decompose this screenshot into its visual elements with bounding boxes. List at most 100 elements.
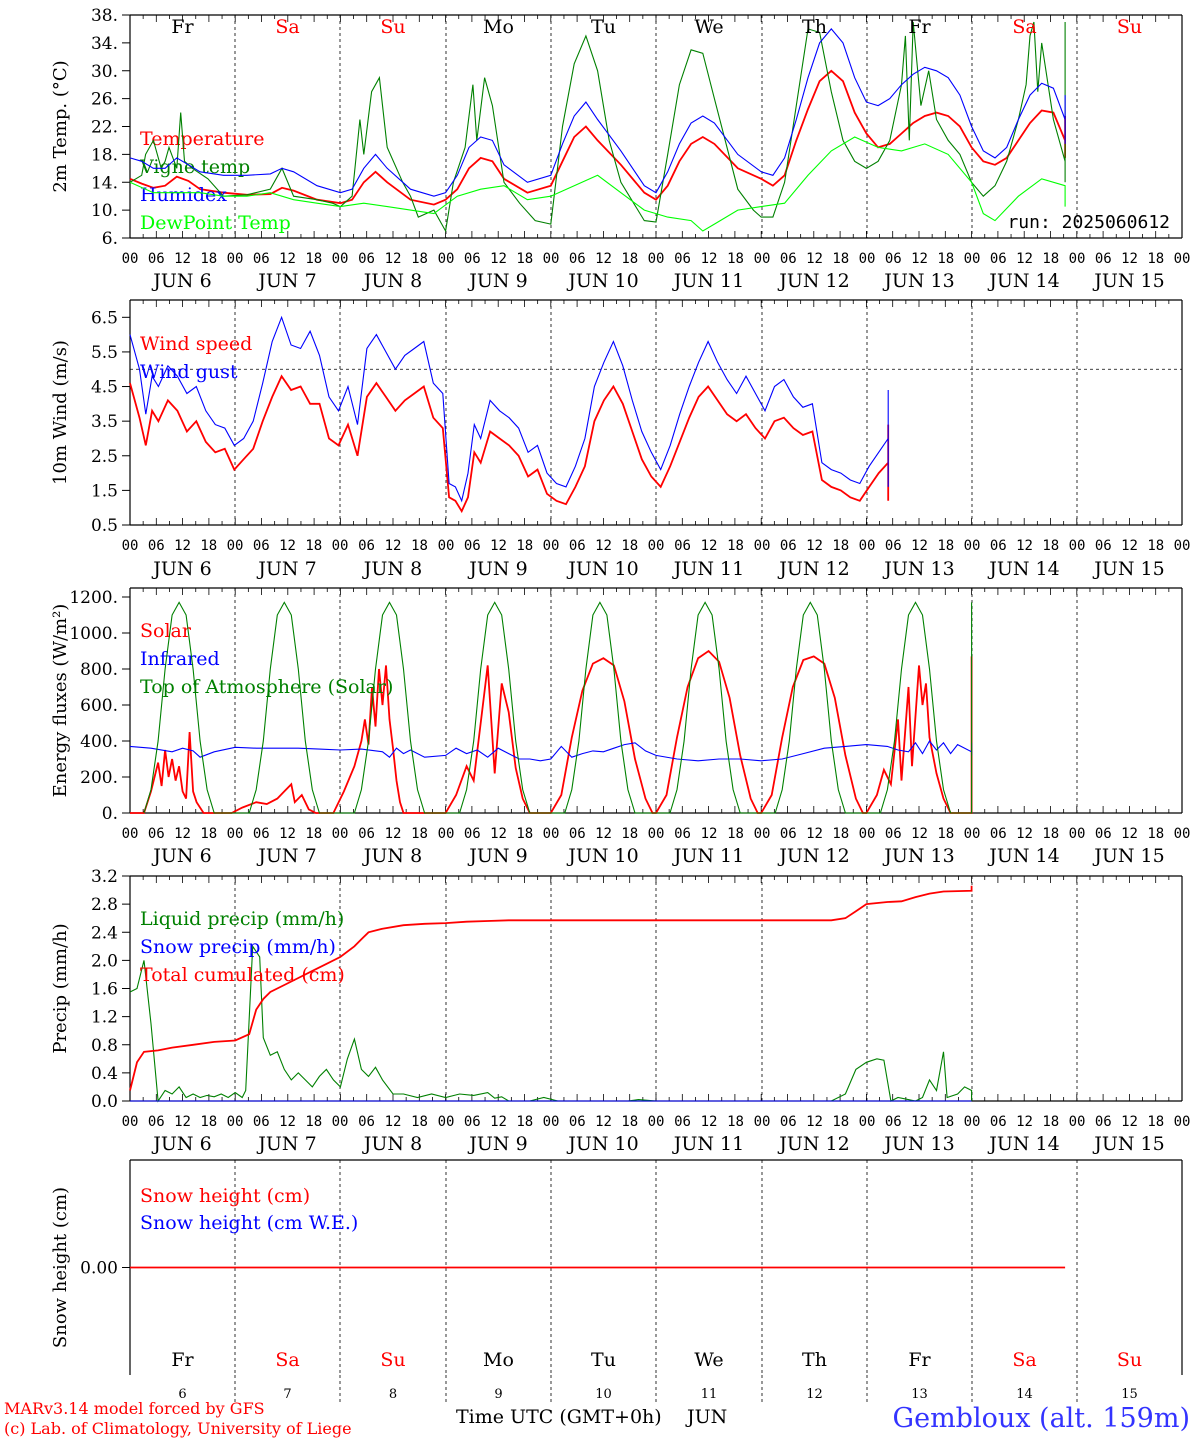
day-date-label: JUN 6 — [151, 1133, 211, 1155]
hour-tick-label: 12 — [595, 826, 612, 842]
y-tick-label: 5.5 — [91, 343, 118, 363]
weekday-label: We — [694, 16, 723, 38]
hour-tick-label: 12 — [174, 1114, 191, 1130]
day-date-label: JUN 7 — [256, 558, 316, 580]
hour-tick-label: 00 — [227, 538, 244, 554]
hour-tick-label: 18 — [305, 826, 322, 842]
y-tick-label: 3.2 — [91, 867, 118, 887]
y-tick-label: 600. — [80, 696, 118, 716]
hour-tick-label: 18 — [200, 826, 217, 842]
hour-tick-label: 18 — [832, 538, 849, 554]
hour-tick-label: 18 — [832, 251, 849, 267]
day-number-label: 7 — [283, 1387, 291, 1402]
day-date-label: JUN 14 — [987, 1133, 1059, 1155]
y-tick-label: 0.5 — [91, 516, 118, 536]
day-date-label: JUN 11 — [672, 845, 744, 867]
y-axis-label: Precip (mm/h) — [50, 923, 71, 1053]
y-axis-label: Energy fluxes (W/m²) — [50, 604, 71, 798]
hour-tick-label: 06 — [148, 1114, 165, 1130]
hour-tick-label: 06 — [674, 251, 691, 267]
day-date-label: JUN 14 — [987, 845, 1059, 867]
hour-tick-label: 12 — [1016, 251, 1033, 267]
hour-tick-label: 00 — [964, 1114, 981, 1130]
hour-tick-label: 00 — [227, 251, 244, 267]
day-date-label: JUN 8 — [362, 1133, 422, 1155]
legend-entry: Humidex — [140, 184, 227, 206]
hour-tick-label: 00 — [1069, 251, 1086, 267]
hour-tick-label: 00 — [122, 1114, 139, 1130]
hour-tick-label: 00 — [543, 251, 560, 267]
hour-tick-label: 06 — [990, 1114, 1007, 1130]
hour-tick-label: 06 — [148, 251, 165, 267]
hour-tick-label: 06 — [253, 1114, 270, 1130]
hour-tick-label: 00 — [438, 1114, 455, 1130]
hour-tick-label: 06 — [1095, 826, 1112, 842]
day-number-label: 8 — [389, 1387, 397, 1402]
day-date-label: JUN 15 — [1092, 1133, 1164, 1155]
day-date-label: JUN 15 — [1092, 845, 1164, 867]
hour-tick-label: 00 — [332, 1114, 349, 1130]
y-tick-label: 200. — [80, 768, 118, 788]
panel-3: 1200. 1000. 800. 600. 400. 200. 0. Energy fluxe… — [50, 587, 1190, 867]
hour-tick-label: 18 — [1042, 826, 1059, 842]
hour-tick-label: 12 — [1016, 826, 1033, 842]
day-date-label: JUN 15 — [1092, 270, 1164, 292]
y-tick-label: 3.5 — [91, 412, 118, 432]
hour-tick-label: 18 — [621, 251, 638, 267]
hour-tick-label: 00 — [227, 826, 244, 842]
hour-tick-label: 06 — [358, 251, 375, 267]
hour-tick-label: 06 — [885, 1114, 902, 1130]
series-line-liquid-precip-mm-h — [129, 944, 973, 1103]
hour-tick-label: 00 — [332, 538, 349, 554]
legend-entry: Snow height (cm W.E.) — [140, 1212, 358, 1234]
hour-tick-label: 12 — [490, 538, 507, 554]
hour-tick-label: 00 — [648, 538, 665, 554]
hour-tick-label: 18 — [200, 538, 217, 554]
y-axis-label: Snow height (cm) — [50, 1187, 71, 1348]
x-axis-month: JUN — [685, 1406, 727, 1428]
location-label: Gembloux (alt. 159m) — [893, 1403, 1190, 1434]
hour-tick-label: 12 — [595, 1114, 612, 1130]
hour-tick-label: 06 — [569, 826, 586, 842]
hour-tick-label: 00 — [1174, 251, 1191, 267]
y-tick-label: 0.4 — [91, 1064, 118, 1084]
hour-tick-label: 18 — [516, 1114, 533, 1130]
hour-tick-label: 18 — [305, 1114, 322, 1130]
day-date-label: JUN 14 — [987, 558, 1059, 580]
weekday-label-bottom: Sa — [275, 1349, 299, 1371]
day-date-label: JUN 6 — [151, 270, 211, 292]
day-date-label: JUN 6 — [151, 845, 211, 867]
hour-tick-label: 12 — [595, 251, 612, 267]
panel-2: 6.5 5.5 4.5 3.5 2.5 1.5 0.5 10m Wind (m/s) Wind … — [50, 299, 1190, 580]
day-number-label: 10 — [595, 1387, 612, 1402]
hour-tick-label: 12 — [701, 251, 718, 267]
y-tick-label: 0.00 — [80, 1259, 118, 1279]
weekday-label: Su — [380, 16, 405, 38]
hour-tick-label: 00 — [1069, 826, 1086, 842]
legend-entry: Snow height (cm) — [140, 1185, 310, 1207]
hour-tick-label: 12 — [1016, 538, 1033, 554]
day-date-label: JUN 9 — [467, 270, 527, 292]
y-tick-label: 0. — [102, 804, 118, 824]
weekday-label-bottom: Su — [1117, 1349, 1142, 1371]
hour-tick-label: 12 — [1016, 1114, 1033, 1130]
hour-tick-label: 12 — [490, 251, 507, 267]
hour-tick-label: 06 — [885, 538, 902, 554]
day-date-label: JUN 10 — [566, 270, 638, 292]
hour-tick-label: 00 — [543, 1114, 560, 1130]
hour-tick-label: 18 — [832, 826, 849, 842]
day-date-label: JUN 12 — [777, 845, 849, 867]
hour-tick-label: 06 — [1095, 251, 1112, 267]
hour-tick-label: 00 — [543, 826, 560, 842]
hour-tick-label: 18 — [621, 1114, 638, 1130]
day-number-label: 11 — [701, 1387, 718, 1402]
hour-tick-label: 00 — [964, 251, 981, 267]
day-date-label: JUN 9 — [467, 558, 527, 580]
series-line-wind-speed — [129, 374, 890, 514]
hour-tick-label: 00 — [227, 1114, 244, 1130]
legend-entry: DewPoint Temp — [140, 212, 291, 234]
day-date-label: JUN 6 — [151, 558, 211, 580]
hour-tick-label: 06 — [464, 251, 481, 267]
hour-tick-label: 06 — [253, 826, 270, 842]
y-tick-label: 14. — [91, 173, 118, 193]
